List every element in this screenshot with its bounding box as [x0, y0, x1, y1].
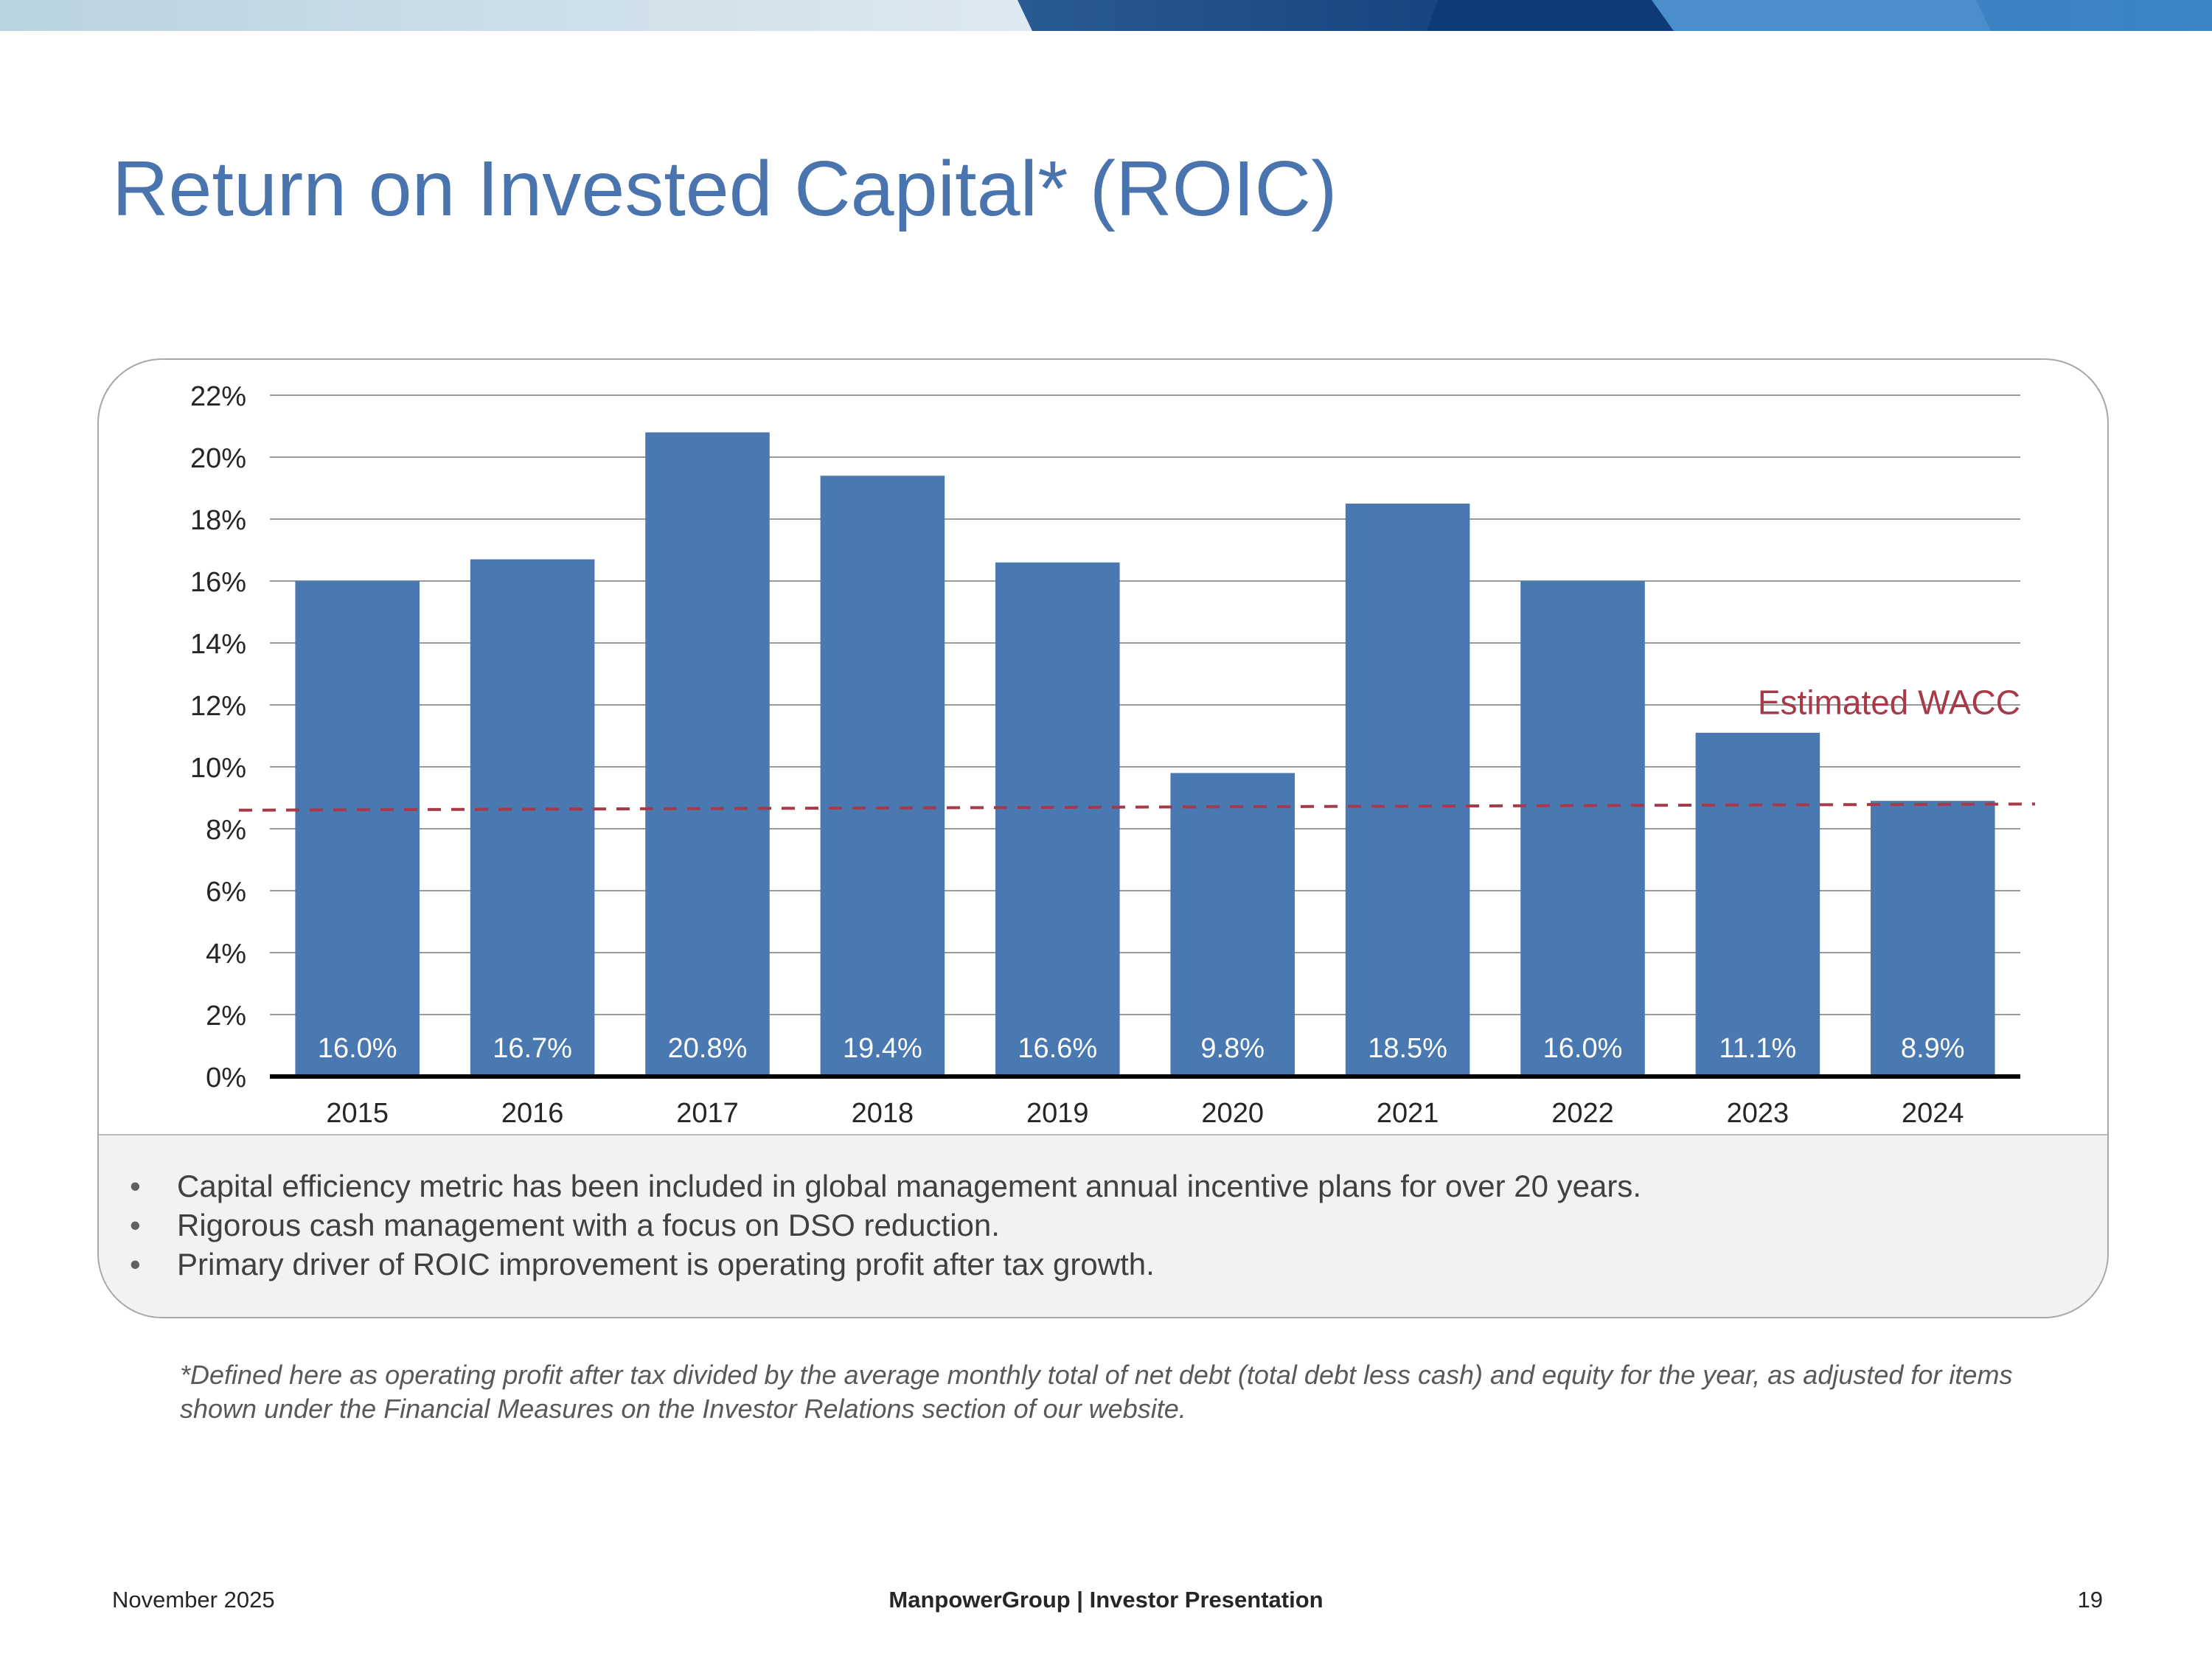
- slide-title: Return on Invested Capital* (ROIC): [112, 145, 1338, 232]
- y-tick-label: 20%: [190, 443, 246, 474]
- y-tick-label: 16%: [190, 567, 246, 598]
- y-tick-label: 2%: [206, 1001, 246, 1032]
- footer-title: ManpowerGroup | Investor Presentation: [888, 1587, 1324, 1613]
- data-label: 16.0%: [318, 1033, 397, 1064]
- bar-2016: [470, 559, 595, 1077]
- y-tick-label: 0%: [206, 1062, 246, 1093]
- x-tick-label: 2021: [1377, 1098, 1439, 1129]
- x-tick-label: 2023: [1727, 1098, 1790, 1129]
- bar-2023: [1695, 732, 1820, 1077]
- bar-2015: [295, 581, 420, 1077]
- y-tick-label: 4%: [206, 939, 246, 970]
- bar-2021: [1345, 504, 1470, 1077]
- bars: [295, 432, 1995, 1077]
- data-label: 9.8%: [1200, 1033, 1265, 1064]
- y-axis-tick-labels: 0% 2% 4% 6% 8% 10% 12% 14% 16% 18% 20% 22%: [190, 381, 246, 1093]
- bullet-text: Rigorous cash management with a focus on…: [177, 1208, 1000, 1242]
- bar-2024: [1871, 801, 1995, 1077]
- x-tick-label: 2020: [1201, 1098, 1264, 1129]
- y-tick-label: 14%: [190, 629, 246, 660]
- page-number: 19: [2077, 1587, 2103, 1613]
- bullet-text: Primary driver of ROIC improvement is op…: [177, 1247, 1155, 1281]
- data-label: 8.9%: [1901, 1033, 1965, 1064]
- x-tick-label: 2018: [852, 1098, 914, 1129]
- chart-panel: 0% 2% 4% 6% 8% 10% 12% 14% 16% 18% 20% 22% 16.0% 16.…: [97, 358, 2109, 1318]
- data-label: 16.7%: [493, 1033, 572, 1064]
- bar-2020: [1170, 773, 1295, 1077]
- bullet-list: • Capital efficiency metric has been incl…: [99, 1135, 2107, 1284]
- bullet-area: • Capital efficiency metric has been incl…: [99, 1134, 2107, 1317]
- footnote: *Defined here as operating profit after …: [180, 1360, 2013, 1424]
- y-tick-label: 8%: [206, 815, 246, 846]
- y-tick-label: 22%: [190, 381, 246, 412]
- y-tick-label: 12%: [190, 691, 246, 722]
- bar-2018: [820, 476, 945, 1077]
- data-label: 16.6%: [1018, 1033, 1097, 1064]
- y-tick-label: 6%: [206, 877, 246, 908]
- x-axis-tick-labels: 2015 2016 2017 2018 2019 2020 2021 2022 2023 2024: [326, 1098, 1964, 1129]
- bullet-item: • Primary driver of ROIC improvement is o…: [130, 1247, 1155, 1281]
- x-tick-label: 2016: [501, 1098, 564, 1129]
- roic-bar-chart: 0%2%4%6%8%10%12%14%16%18%20%22% 16.0% 16.…: [190, 381, 2036, 1129]
- bullet-item: • Rigorous cash management with a focus o…: [130, 1208, 1000, 1242]
- y-tick-label: 18%: [190, 505, 246, 536]
- bar-2022: [1520, 581, 1645, 1077]
- x-tick-label: 2024: [1902, 1098, 1964, 1129]
- x-tick-label: 2017: [676, 1098, 739, 1129]
- wacc-reference-line: [238, 802, 2036, 812]
- bullet-text: Capital efficiency metric has been inclu…: [177, 1169, 1642, 1203]
- data-label: 18.5%: [1368, 1033, 1447, 1064]
- bar-2019: [995, 562, 1120, 1077]
- bar-2017: [645, 432, 770, 1077]
- y-tick-label: 10%: [190, 753, 246, 784]
- data-label: 19.4%: [843, 1033, 922, 1064]
- x-tick-label: 2019: [1026, 1098, 1089, 1129]
- x-tick-label: 2022: [1551, 1098, 1614, 1129]
- wacc-label: Estimated WACC: [1758, 684, 2020, 722]
- data-label: 11.1%: [1719, 1033, 1796, 1064]
- footer-date: November 2025: [112, 1587, 275, 1613]
- top-banner: [0, 0, 2212, 31]
- bullet-item: • Capital efficiency metric has been incl…: [130, 1169, 1642, 1203]
- x-tick-label: 2015: [326, 1098, 389, 1129]
- data-label: 16.0%: [1543, 1033, 1623, 1064]
- bar-data-labels: 16.0% 16.7% 20.8% 19.4% 16.6% 9.8% 18.5% 16.0% 1…: [318, 1033, 1965, 1064]
- data-label: 20.8%: [668, 1033, 748, 1064]
